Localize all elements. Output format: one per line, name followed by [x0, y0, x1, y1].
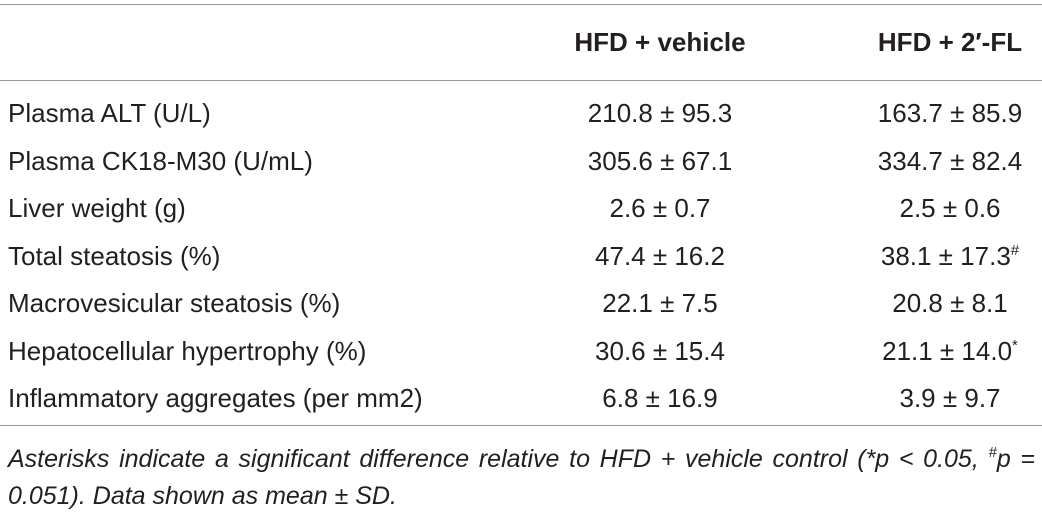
row-label: Hepatocellular hypertrophy (%) — [8, 335, 367, 366]
row-label: Liver weight (g) — [8, 193, 186, 223]
value-cell: 2.5 ± 0.6 — [899, 192, 1000, 224]
column-header: HFD + vehicle — [574, 27, 746, 57]
row-label: Plasma ALT (U/L) — [8, 98, 211, 128]
value-cell: 38.1 ± 17.3# — [881, 240, 1019, 272]
top-rule — [0, 4, 1042, 5]
bottom-rule — [0, 425, 1042, 426]
row-label: Total steatosis (%) — [8, 240, 221, 271]
value-text: 2.5 ± 0.6 — [899, 193, 1001, 223]
value-text: 334.7 ± 82.4 — [877, 145, 1023, 176]
value-text: 2.6 ± 0.7 — [609, 193, 711, 223]
value-cell: 6.8 ± 16.9 — [602, 382, 717, 414]
value-text: 163.7 ± 85.9 — [877, 98, 1023, 128]
value-text: 6.8 ± 16.9 — [602, 383, 718, 413]
row-label: Inflammatory aggregates (per mm2) — [8, 383, 423, 413]
significance-marker: # — [1010, 241, 1020, 259]
value-cell: 334.7 ± 82.4 — [878, 145, 1022, 177]
value-text: 3.9 ± 9.7 — [899, 383, 1001, 413]
value-cell: 22.1 ± 7.5 — [602, 287, 717, 319]
value-cell: 20.8 ± 8.1 — [892, 287, 1007, 319]
value-text: 20.8 ± 8.1 — [892, 288, 1008, 318]
footnote-text: p = 0.051). Data shown as mean ± SD. — [8, 445, 1036, 510]
row-label: Macrovesicular steatosis (%) — [8, 288, 341, 318]
value-cell: 163.7 ± 85.9 — [878, 97, 1022, 129]
footnote-marker: # — [988, 444, 997, 461]
row-label: Plasma CK18-M30 (U/mL) — [8, 145, 313, 176]
value-text: 21.1 ± 14.0 — [882, 335, 1013, 366]
value-cell: 3.9 ± 9.7 — [899, 382, 1000, 414]
column-header: HFD + 2′-FL — [877, 27, 1023, 57]
value-text: 38.1 ± 17.3 — [880, 240, 1011, 271]
value-text: 22.1 ± 7.5 — [602, 288, 718, 318]
footnote: Asterisks indicate a significant differe… — [8, 441, 1035, 515]
value-cell: 210.8 ± 95.3 — [588, 97, 732, 129]
significance-marker: * — [1012, 336, 1018, 354]
value-text: 30.6 ± 15.4 — [595, 335, 725, 366]
header-rule — [0, 80, 1042, 81]
value-text: 47.4 ± 16.2 — [595, 240, 725, 271]
value-cell: 305.6 ± 67.1 — [588, 145, 732, 177]
value-text: 305.6 ± 67.1 — [587, 145, 733, 176]
value-cell: 30.6 ± 15.4 — [595, 335, 725, 367]
value-cell: 21.1 ± 14.0* — [882, 335, 1018, 367]
value-cell: 47.4 ± 16.2 — [595, 240, 725, 272]
value-cell: 2.6 ± 0.7 — [609, 192, 710, 224]
footnote-text: Asterisks indicate a significant differe… — [8, 445, 989, 473]
value-text: 210.8 ± 95.3 — [587, 98, 733, 128]
